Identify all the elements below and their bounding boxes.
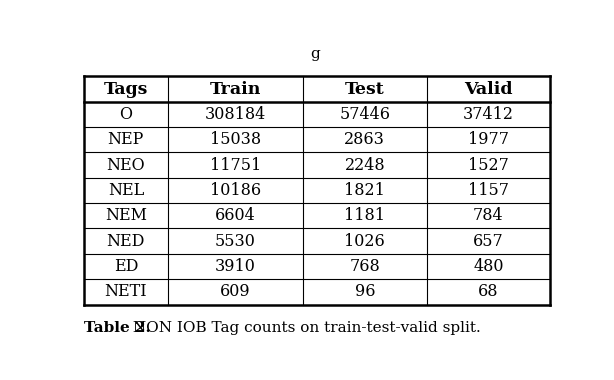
Text: 2863: 2863 <box>344 131 386 148</box>
Text: Train: Train <box>210 81 261 98</box>
Text: NEP: NEP <box>107 131 144 148</box>
Text: 1157: 1157 <box>468 182 509 199</box>
Text: 57446: 57446 <box>340 106 391 123</box>
Text: Valid: Valid <box>464 81 513 98</box>
Text: Table 2.: Table 2. <box>84 321 151 335</box>
Text: 37412: 37412 <box>463 106 514 123</box>
Text: ED: ED <box>114 258 138 275</box>
Text: 3910: 3910 <box>215 258 256 275</box>
Text: Tags: Tags <box>104 81 148 98</box>
Text: 5530: 5530 <box>215 233 256 250</box>
Text: 1181: 1181 <box>344 207 386 224</box>
Text: NON IOB Tag counts on train-test-valid split.: NON IOB Tag counts on train-test-valid s… <box>128 321 480 335</box>
Text: Test: Test <box>345 81 385 98</box>
Text: 96: 96 <box>355 283 375 300</box>
Text: 6604: 6604 <box>215 207 256 224</box>
Text: 15038: 15038 <box>210 131 261 148</box>
Text: 11751: 11751 <box>210 157 261 174</box>
Text: 1821: 1821 <box>344 182 386 199</box>
Text: NED: NED <box>107 233 145 250</box>
Text: 2248: 2248 <box>344 157 385 174</box>
Text: g: g <box>310 47 319 61</box>
Text: 657: 657 <box>473 233 504 250</box>
Text: 768: 768 <box>349 258 380 275</box>
Text: 10186: 10186 <box>210 182 261 199</box>
Text: 1026: 1026 <box>344 233 385 250</box>
Text: 609: 609 <box>220 283 251 300</box>
Text: 480: 480 <box>473 258 503 275</box>
Text: NETI: NETI <box>104 283 147 300</box>
Text: NEM: NEM <box>105 207 147 224</box>
Text: 1977: 1977 <box>468 131 509 148</box>
Text: 784: 784 <box>473 207 503 224</box>
Text: NEO: NEO <box>107 157 145 174</box>
Text: 1527: 1527 <box>468 157 509 174</box>
Text: 308184: 308184 <box>205 106 266 123</box>
Text: O: O <box>119 106 133 123</box>
Text: NEL: NEL <box>107 182 144 199</box>
Text: 68: 68 <box>478 283 499 300</box>
